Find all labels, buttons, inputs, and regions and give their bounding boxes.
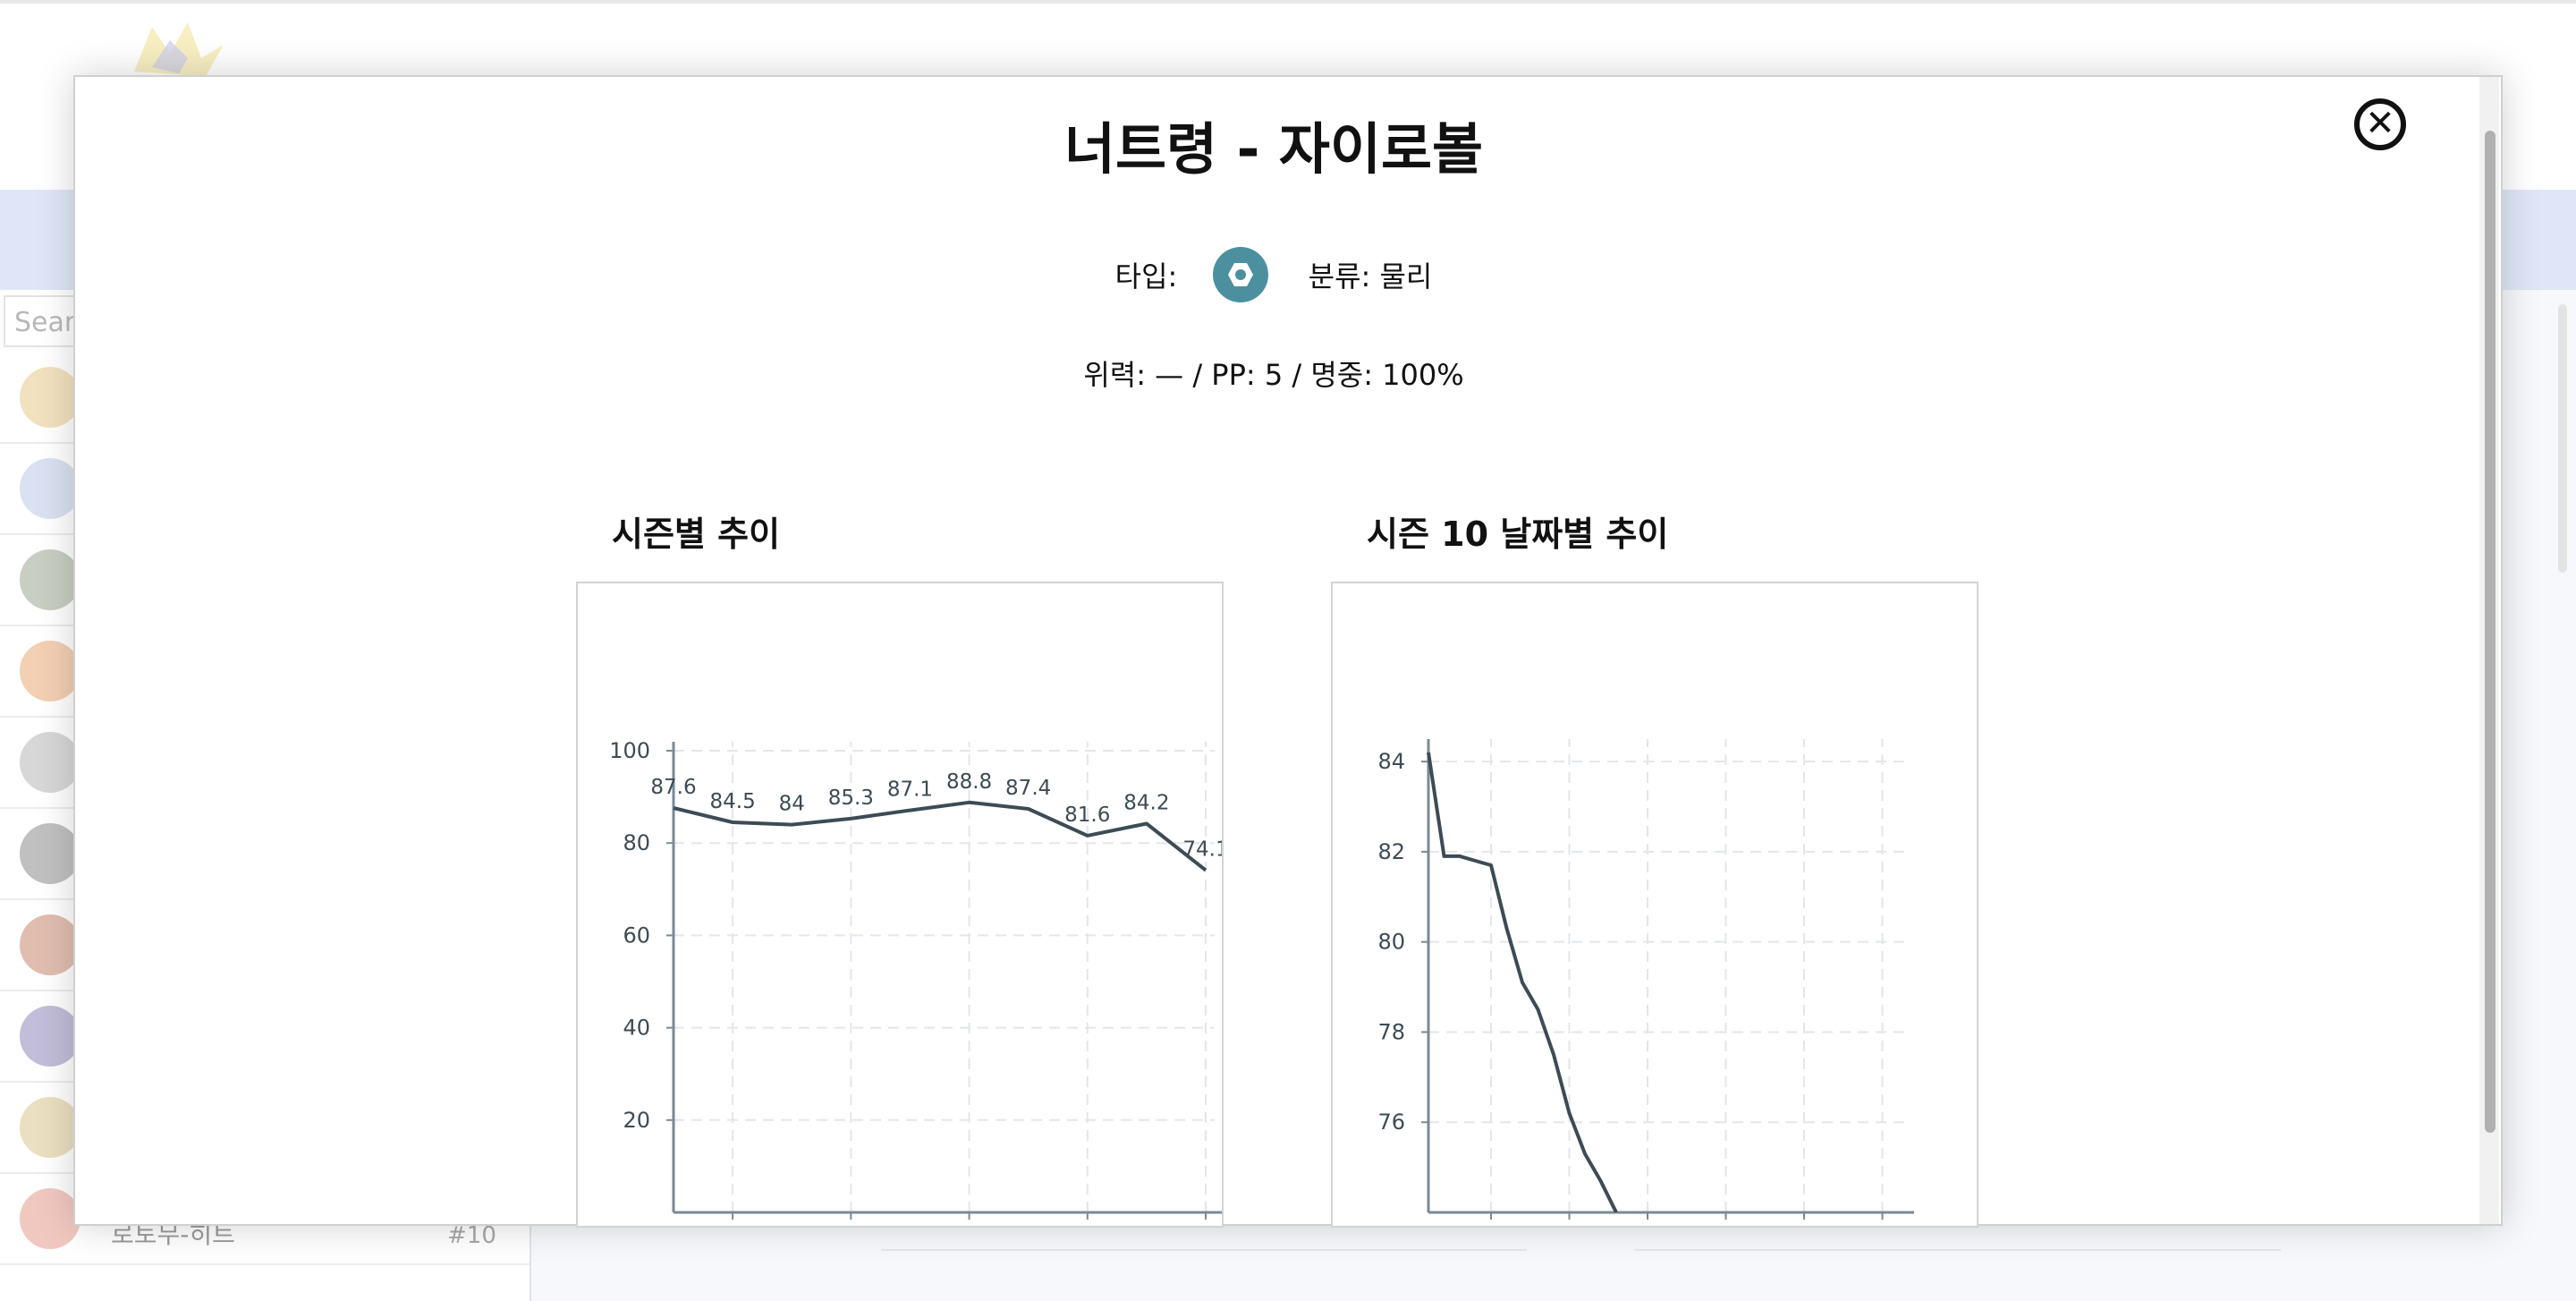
move-detail-modal: 너트령 - 자이로볼 ✕ 타입: 분류: 물리 위력: — / PP: 5 / … bbox=[73, 75, 2503, 1228]
data-label: 87.4 bbox=[1005, 777, 1051, 800]
move-stats: 위력: — / PP: 5 / 명중: 100% bbox=[1083, 358, 1464, 392]
y-tick-label: 100 bbox=[609, 738, 650, 763]
y-tick-label: 80 bbox=[1377, 930, 1405, 955]
pokemon-sprite-icon bbox=[20, 823, 80, 884]
category-label: 분류: 물리 bbox=[1308, 259, 1433, 293]
type-label: 타입: bbox=[1114, 259, 1178, 293]
divider bbox=[1635, 1249, 2281, 1251]
data-label: 74.1 bbox=[1182, 838, 1224, 862]
data-label: 84.2 bbox=[1123, 792, 1169, 815]
y-tick-label: 80 bbox=[623, 830, 650, 855]
pokemon-sprite-icon bbox=[20, 1188, 80, 1249]
y-tick-label: 84 bbox=[1377, 749, 1405, 774]
pokemon-sprite-icon bbox=[20, 367, 80, 428]
y-tick-label: 82 bbox=[1377, 839, 1405, 864]
series-line bbox=[673, 800, 1208, 872]
data-label: 88.8 bbox=[946, 770, 992, 794]
pokemon-sprite-icon bbox=[20, 732, 80, 793]
pokemon-sprite-icon bbox=[20, 549, 80, 610]
pokemon-sprite-icon bbox=[20, 641, 80, 702]
season-chart-title: 시즌별 추이 bbox=[612, 514, 781, 554]
daily-chart-title: 시즌 10 날짜별 추이 bbox=[1367, 514, 1669, 554]
data-label: 87.6 bbox=[650, 776, 696, 799]
modal-title: 너트령 - 자이로볼 bbox=[1063, 116, 1484, 182]
y-tick-label: 20 bbox=[623, 1108, 650, 1133]
pokemon-sprite-icon bbox=[20, 1097, 80, 1158]
data-label: 81.6 bbox=[1064, 804, 1110, 827]
page-scrollbar[interactable] bbox=[2558, 304, 2567, 573]
data-label: 87.1 bbox=[887, 778, 933, 802]
pokemon-sprite-icon bbox=[20, 458, 80, 519]
daily-chart-svg: 767880828451015202530 bbox=[1377, 739, 1914, 1220]
site-logo-icon bbox=[134, 22, 224, 76]
y-tick-label: 76 bbox=[1377, 1110, 1405, 1135]
type-row: 타입: 분류: 물리 bbox=[75, 247, 2472, 302]
season-trend-chart: 2040608010024681087.684.58485.387.188.88… bbox=[576, 582, 1224, 1228]
list-item-number: #10 bbox=[447, 1222, 496, 1249]
daily-trend-chart: 767880828451015202530 bbox=[1331, 582, 1979, 1228]
data-label: 84 bbox=[779, 793, 805, 816]
close-button[interactable]: ✕ bbox=[2354, 98, 2406, 150]
data-label: 85.3 bbox=[828, 787, 874, 810]
divider bbox=[881, 1249, 1527, 1251]
y-tick-label: 78 bbox=[1377, 1019, 1405, 1044]
series-line bbox=[1427, 752, 1618, 1212]
steel-type-icon bbox=[1213, 247, 1269, 302]
top-border bbox=[0, 0, 2576, 4]
pokemon-sprite-icon bbox=[20, 1006, 80, 1067]
season-chart-svg: 2040608010024681087.684.58485.387.188.88… bbox=[609, 738, 1224, 1220]
pokemon-sprite-icon bbox=[20, 914, 80, 975]
list-item[interactable] bbox=[0, 1172, 530, 1265]
data-label: 84.5 bbox=[710, 790, 756, 813]
y-tick-label: 40 bbox=[623, 1016, 650, 1041]
y-tick-label: 60 bbox=[623, 923, 650, 948]
close-icon: ✕ bbox=[2365, 102, 2395, 144]
modal-scrollbar-thumb[interactable] bbox=[2485, 131, 2496, 1133]
